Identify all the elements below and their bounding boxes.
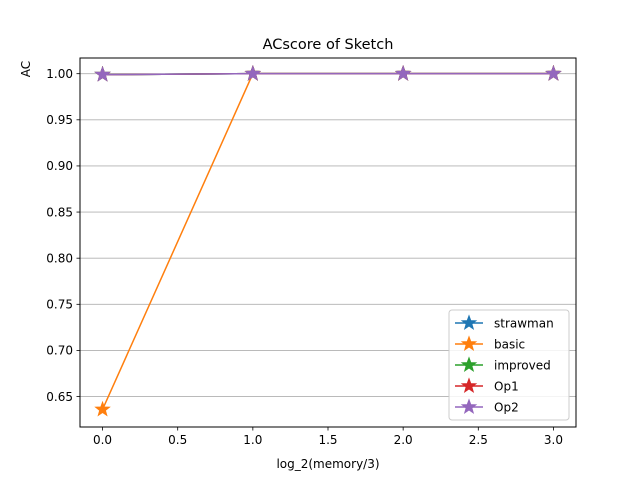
legend-label: Op2 <box>494 400 519 414</box>
y-tick-label: 0.65 <box>46 390 73 404</box>
y-tick-label: 0.75 <box>46 298 73 312</box>
y-tick-label: 0.95 <box>46 113 73 127</box>
plot-area: 0.0 0.5 1.0 1.5 2.0 2.5 3.0 0.650.700.750.800.… <box>46 57 577 447</box>
chart-title: ACscore of Sketch <box>263 37 394 53</box>
x-tick-label: 1.5 <box>318 433 337 447</box>
x-tick-label: 1.0 <box>243 433 262 447</box>
y-tick-label: 0.90 <box>46 159 73 173</box>
y-tick-label: 0.85 <box>46 205 73 219</box>
legend-entry-improved: improved <box>455 356 551 373</box>
legend-label: strawman <box>494 316 554 330</box>
legend-entry-op1: Op1 <box>455 377 519 394</box>
data-point-basic <box>94 400 111 417</box>
legend-marker <box>460 398 478 415</box>
legend-marker <box>460 335 478 352</box>
data-point-op2 <box>94 65 111 82</box>
x-tick-label: 3.0 <box>544 433 563 447</box>
series-op2 <box>94 65 562 82</box>
data-point-op2 <box>244 65 262 81</box>
data-point-op2 <box>545 65 562 81</box>
legend-box <box>448 309 570 421</box>
legend-label: improved <box>494 358 551 372</box>
y-tick-label: 0.80 <box>46 251 73 265</box>
y-axis-label: AC <box>19 61 33 77</box>
legend-label: basic <box>494 337 525 351</box>
x-tick-label: 2.5 <box>469 433 488 447</box>
y-tick-label: 0.70 <box>46 344 73 358</box>
x-ticks: 0.0 0.5 1.0 1.5 2.0 2.5 3.0 <box>93 427 563 447</box>
legend-entry-basic: basic <box>455 335 525 352</box>
x-tick-label: 0.5 <box>168 433 187 447</box>
x-tick-label: 2.0 <box>394 433 413 447</box>
y-tick-label: 1.00 <box>46 67 73 81</box>
legend-label: Op1 <box>494 379 519 393</box>
x-tick-label: 0.0 <box>93 433 112 447</box>
legend-entry-op2: Op2 <box>455 398 519 415</box>
legend-marker <box>460 356 478 373</box>
series-layer <box>94 65 562 417</box>
legend-marker <box>460 377 478 394</box>
legend-marker <box>460 314 478 331</box>
y-ticks: 0.65 0.70 0.75 0.80 0.85 0.90 0.95 1.00 <box>46 67 80 404</box>
legend: strawman basic improved Op1 Op2 <box>448 309 570 421</box>
data-point-op2 <box>394 65 412 81</box>
legend-entry-strawman: strawman <box>455 314 554 331</box>
x-axis-label: log_2(memory/3) <box>276 457 379 471</box>
series-line-op2 <box>102 72 554 76</box>
